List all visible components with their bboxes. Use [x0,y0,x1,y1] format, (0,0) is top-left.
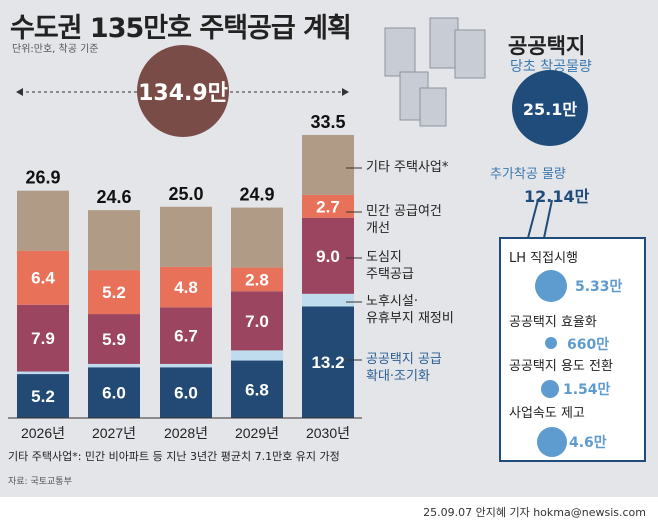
bar-segment [160,363,212,368]
total-label: 26.9 [25,168,60,188]
total-label: 24.9 [239,185,274,205]
page-title: 수도권 135만호 주택공급 계획 [10,13,352,44]
bar-segment [302,293,354,307]
bar-segment [302,134,354,195]
bar-segment [88,210,140,271]
bubble [541,380,559,398]
bar-segment [160,307,212,364]
x-tick-label: 2026년 [21,425,65,441]
bar-segment [17,190,69,251]
item-value: 4.6만 [569,435,607,451]
item-title: 공공택지 효율화 [509,315,597,330]
x-tick-label: 2027년 [92,425,136,441]
bar-segment [17,374,69,418]
bar-segment [231,350,283,361]
bubble [535,270,567,302]
source: 자료: 국토교통부 [8,477,72,487]
segment-label: 2.8 [245,270,269,289]
segment-label: 6.8 [245,380,269,399]
legend-label-line: 도심지 [366,250,402,265]
bar-segment [88,367,140,418]
legend-label-line: 개선 [366,221,390,236]
segment-label: 5.9 [102,330,126,349]
legend-label-line: 기타 주택사업* [366,160,449,175]
callout-pointer [527,200,553,239]
additional-supply-box: LH 직접시행 5.33만 공공택지 효율화 660만 공공택지 용도 전환 1… [499,237,646,462]
segment-label: 5.2 [102,283,126,302]
total-circle: 134.9만 [137,45,229,137]
segment-label: 4.8 [174,278,198,297]
public-land-title: 공공택지 [508,34,586,58]
item-value: 1.54만 [563,382,611,398]
bar-segment [231,291,283,351]
segment-label: 6.0 [102,384,126,403]
x-tick-label: 2029년 [235,425,279,441]
total-label: 24.6 [96,187,131,207]
bar-segment [17,304,69,372]
bar-segment [302,306,354,418]
legend-label-line: 노후시설· [366,294,418,309]
bar-segment [302,194,354,218]
bar-segment [17,250,69,305]
bar-segment [231,207,283,268]
legend-label-line: 유휴부지 재정비 [366,311,454,326]
legend-label-line: 민간 공급여건 [366,204,442,219]
segment-label: 5.2 [31,387,55,406]
bar-segment [231,360,283,418]
footnote: 기타 주택사업*: 민간 비아파트 등 지난 3년간 평균치 7.1만호 유지 … [8,450,340,463]
bar-segment [17,371,69,375]
added-label: 추가착공 물량 [490,167,566,182]
total-label: 33.5 [310,112,345,132]
initial-label: 당초 착공물량 [510,59,592,75]
bar-segment [302,217,354,294]
initial-value-circle: 25.1만 [512,70,588,146]
stacked-bar-chart: 5.2 7.9 6.4 26.9 2026년 6.0 5.9 5.2 24.6 2027년 6.0 6… [8,17,486,441]
item-value: 660만 [567,337,610,353]
bubble [537,427,567,457]
legend-label-line: 확대·조기화 [366,369,430,384]
bar-segment [88,314,140,364]
credit: 25.09.07 안지혜 기자 hokma@newsis.com [423,506,646,519]
bar-segment [88,270,140,315]
segment-label: 9.0 [316,247,340,266]
total-label: 25.0 [168,184,203,204]
bar-segment [160,266,212,308]
item-title: 사업속도 제고 [509,406,585,421]
x-tick-label: 2030년 [306,425,350,441]
bar-segment [160,206,212,267]
segment-label: 7.0 [245,312,269,331]
x-tick-label: 2028년 [164,425,208,441]
segment-label: 6.4 [31,269,55,288]
item-title: LH 직접시행 [509,251,578,266]
bubble [545,337,557,349]
legend-label: 노후시설· 유휴부지 재정비 [366,293,454,327]
segment-label: 6.7 [174,327,198,346]
bar-segment [231,267,283,292]
bar-segment [88,363,140,368]
unit-note: 단위:만호, 착공 기준 [12,44,99,55]
legend-label-line: 주택공급 [366,267,414,282]
bar-segment [160,367,212,418]
segment-label: 13.2 [311,353,344,372]
segment-label: 6.0 [174,384,198,403]
added-value: 12.14만 [524,187,590,206]
segment-label: 2.7 [316,197,340,216]
item-title: 공공택지 용도 전환 [509,359,613,374]
legend-label: 기타 주택사업* [366,159,448,176]
buildings-illustration [384,17,486,127]
legend-label-line: 공공택지 공급 [366,352,442,367]
segment-label: 7.9 [31,329,55,348]
item-value: 5.33만 [575,279,623,295]
